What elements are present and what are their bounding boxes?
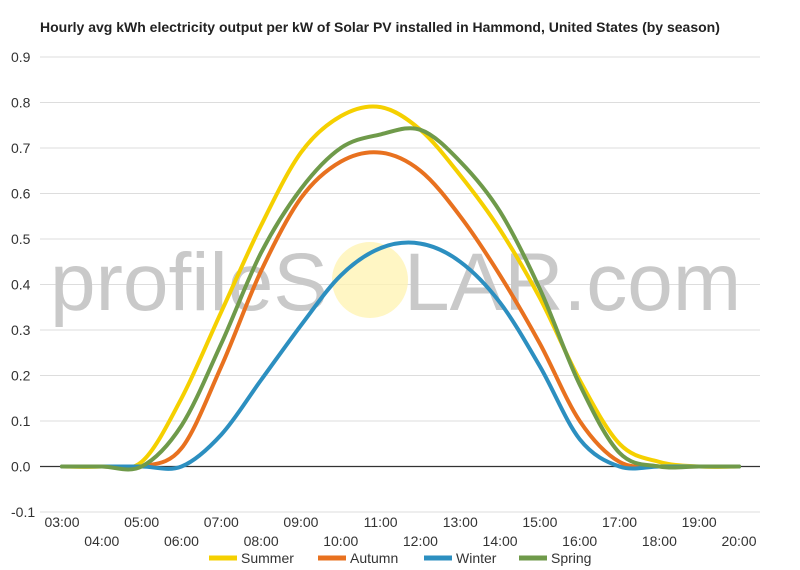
x-tick-label: 07:00 (204, 514, 239, 530)
y-tick-label: 0.0 (11, 459, 31, 475)
watermark: profileS LAR.com (50, 237, 741, 328)
y-tick-label: 0.4 (11, 277, 31, 293)
x-tick-label: 17:00 (602, 514, 637, 530)
legend-label-summer: Summer (241, 550, 294, 566)
series-lines (60, 104, 741, 472)
watermark-text-left: profileS (50, 237, 328, 328)
x-tick-label: 03:00 (44, 514, 79, 530)
x-tick-label: 16:00 (562, 533, 597, 549)
y-tick-label: 0.9 (11, 49, 31, 65)
watermark-text-right: LAR.com (404, 237, 741, 328)
y-tick-label: 0.6 (11, 186, 31, 202)
series-line-autumn (60, 150, 741, 470)
x-tick-label: 19:00 (682, 514, 717, 530)
x-tick-label: 06:00 (164, 533, 199, 549)
x-tick-label: 05:00 (124, 514, 159, 530)
x-tick-label: 14:00 (483, 533, 518, 549)
x-tick-label: 09:00 (283, 514, 318, 530)
watermark-sun-icon (332, 242, 408, 318)
x-tick-label: 13:00 (443, 514, 478, 530)
x-tick-label: 08:00 (244, 533, 279, 549)
x-tick-label: 10:00 (323, 533, 358, 549)
y-axis-ticks: -0.1 0.0 0.1 0.2 0.3 0.4 0.5 0.6 0.7 0.8 0.9 (11, 49, 35, 520)
gridlines (40, 56, 760, 513)
series-line-summer (60, 104, 741, 471)
y-tick-label: 0.8 (11, 95, 31, 111)
y-tick-label: 0.5 (11, 231, 31, 247)
x-tick-label: 12:00 (403, 533, 438, 549)
x-tick-label: 15:00 (522, 514, 557, 530)
legend: Summer Autumn Winter Spring (209, 550, 591, 566)
y-tick-label: 0.2 (11, 368, 31, 384)
series-line-spring (60, 126, 741, 472)
y-tick-label: -0.1 (11, 504, 35, 520)
legend-label-spring: Spring (551, 550, 591, 566)
chart-title: Hourly avg kWh electricity output per kW… (40, 19, 720, 35)
y-tick-label: 0.3 (11, 322, 31, 338)
x-tick-label: 18:00 (642, 533, 677, 549)
x-tick-label: 20:00 (721, 533, 756, 549)
legend-label-autumn: Autumn (350, 550, 398, 566)
legend-label-winter: Winter (456, 550, 497, 566)
x-tick-label: 04:00 (84, 533, 119, 549)
x-tick-label: 11:00 (364, 514, 398, 530)
series-line-winter (60, 240, 741, 471)
y-tick-label: 0.7 (11, 140, 31, 156)
y-tick-label: 0.1 (11, 413, 31, 429)
